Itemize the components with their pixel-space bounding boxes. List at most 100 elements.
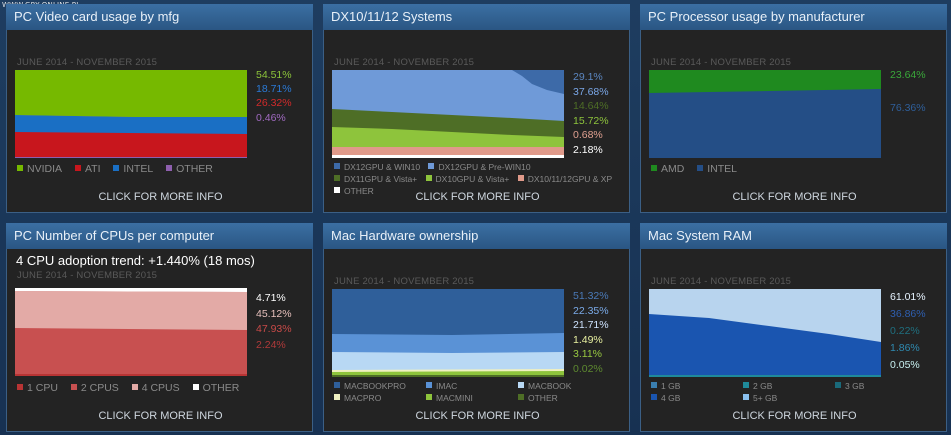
legend-item[interactable]: DX10GPU & Vista+ [425, 173, 509, 185]
more-info-link[interactable]: CLICK FOR MORE INFO [732, 191, 857, 203]
legend-item[interactable]: 3 GB [835, 380, 921, 392]
legend-item[interactable]: MACBOOK [518, 380, 604, 392]
date-range: JUNE 2014 - NOVEMBER 2015 [334, 276, 475, 287]
value-imac: 22.35% [573, 304, 609, 317]
value-dx11-vista: 14.64% [573, 100, 609, 112]
series-macbookpro [332, 289, 564, 335]
legend-label: DX12GPU & WIN10 [344, 162, 421, 172]
more-info-link[interactable]: CLICK FOR MORE INFO [98, 410, 223, 422]
legend-item[interactable]: MACPRO [334, 392, 420, 404]
legend-item[interactable]: INTEL [113, 163, 153, 175]
value-intel: 76.36% [890, 102, 926, 115]
legend-item[interactable]: DX12GPU & WIN10 [334, 161, 420, 173]
value-other: 0.46% [256, 111, 286, 124]
legend-item[interactable]: ATI [74, 163, 101, 175]
legend-item[interactable]: DX12GPU & Pre-WIN10 [428, 161, 531, 173]
panel-body: JUNE 2014 - NOVEMBER 2015 23.64% 76.36% … [640, 30, 947, 213]
panel-body: JUNE 2014 - NOVEMBER 2015 54.51% 18.71% … [6, 30, 313, 213]
series-imac [332, 332, 564, 353]
legend-item[interactable]: OTHER [334, 185, 374, 197]
legend-label: ATI [84, 163, 101, 175]
legend-swatch [334, 382, 340, 388]
legend-label: NVIDIA [27, 163, 63, 175]
legend-item[interactable]: 4 GB [651, 392, 737, 404]
legend-label: DX12GPU & Pre-WIN10 [438, 162, 531, 172]
area-chart[interactable] [332, 289, 564, 377]
value-1cpu: 2.24% [256, 338, 286, 351]
area-chart[interactable] [15, 288, 247, 376]
legend-swatch [426, 394, 432, 400]
series-dx101112-xp [332, 146, 564, 155]
panel-processor-mfg: PC Processor usage by manufacturer JUNE … [640, 4, 947, 213]
legend-label: INTEL [123, 163, 154, 175]
value-other: 4.71% [256, 292, 286, 304]
legend-swatch [17, 165, 23, 171]
value-macbookpro: 51.32% [573, 290, 609, 302]
date-range: JUNE 2014 - NOVEMBER 2015 [17, 57, 158, 68]
area-chart[interactable] [649, 70, 881, 158]
panel-body: JUNE 2014 - NOVEMBER 2015 29.1% 37.68% 1… [323, 30, 630, 213]
legend-swatch [518, 394, 524, 400]
legend-label: AMD [661, 163, 685, 175]
legend-label: MACPRO [344, 393, 382, 403]
legend-label: 2 CPUS [80, 382, 119, 394]
legend-item[interactable]: AMD [651, 163, 684, 175]
legend-item[interactable]: OTHER [166, 163, 213, 175]
legend-swatch [70, 384, 77, 390]
legend-item[interactable]: NVIDIA [17, 163, 62, 175]
area-chart[interactable] [649, 289, 881, 377]
series-dx12-prewin10 [332, 70, 564, 121]
panel-title: PC Video card usage by mfg [6, 4, 313, 30]
series-dx10-vista [332, 126, 564, 147]
legend-item[interactable]: IMAC [426, 380, 512, 392]
legend-item[interactable]: MACBOOKPRO [334, 380, 420, 392]
panel-cpus-per-computer: PC Number of CPUs per computer 4 CPU ado… [6, 223, 313, 432]
legend-label: MACMINI [436, 393, 473, 403]
legend: AMD INTEL [651, 163, 943, 175]
legend-item[interactable]: 5+ GB [743, 392, 829, 404]
legend-label: 5+ GB [753, 393, 778, 403]
more-info-link[interactable]: CLICK FOR MORE INFO [415, 410, 540, 422]
legend-swatch [334, 163, 340, 169]
legend-swatch [425, 175, 432, 181]
value-2cpus: 47.93% [256, 323, 292, 335]
value-4gb: 36.86% [890, 308, 926, 320]
legend-item[interactable]: INTEL [697, 163, 737, 175]
legend-item[interactable]: 4 CPUS [131, 382, 180, 394]
legend-item[interactable]: 1 CPU [17, 382, 58, 394]
legend-label: INTEL [707, 163, 738, 175]
panel-video-card: PC Video card usage by mfg JUNE 2014 - N… [6, 4, 313, 213]
area-chart[interactable] [15, 70, 247, 158]
more-info-link[interactable]: CLICK FOR MORE INFO [98, 191, 223, 203]
area-chart[interactable] [332, 70, 564, 158]
legend-swatch [113, 165, 120, 171]
legend-swatch [518, 382, 524, 388]
panel-body: 4 CPU adoption trend: +1.440% (18 mos) J… [6, 249, 313, 432]
date-range: JUNE 2014 - NOVEMBER 2015 [651, 57, 792, 68]
legend-item[interactable]: DX11GPU & Vista+ [334, 173, 417, 185]
legend-item[interactable]: OTHER [192, 382, 240, 394]
legend-item[interactable]: DX10/11/12GPU & XP [517, 173, 612, 185]
legend-item[interactable]: 2 CPUS [70, 382, 119, 394]
legend-label: OTHER [202, 382, 240, 394]
legend-swatch [743, 394, 749, 400]
series-dx11-vista [332, 108, 564, 137]
panel-title: DX10/11/12 Systems [323, 4, 630, 30]
value-amd: 23.64% [890, 69, 926, 81]
legend: 1 GB 2 GB 3 GB 4 GB 5+ GB [651, 380, 943, 404]
more-info-link[interactable]: CLICK FOR MORE INFO [415, 191, 540, 203]
legend-item[interactable]: OTHER [518, 392, 604, 404]
panel-body: JUNE 2014 - NOVEMBER 2015 61.01% 36.86% … [640, 249, 947, 432]
legend-swatch [334, 175, 340, 181]
panel-dx-systems: DX10/11/12 Systems JUNE 2014 - NOVEMBER … [323, 4, 630, 213]
legend-item[interactable]: MACMINI [426, 392, 512, 404]
value-dx10-vista: 15.72% [573, 114, 609, 127]
value-dx-xp: 0.68% [573, 129, 603, 141]
legend-swatch [192, 384, 199, 390]
legend-item[interactable]: 1 GB [651, 380, 737, 392]
value-macbook: 21.71% [573, 319, 609, 331]
legend-item[interactable]: 2 GB [743, 380, 829, 392]
more-info-link[interactable]: CLICK FOR MORE INFO [732, 410, 857, 422]
legend-swatch [334, 187, 340, 193]
legend-swatch [835, 382, 841, 388]
